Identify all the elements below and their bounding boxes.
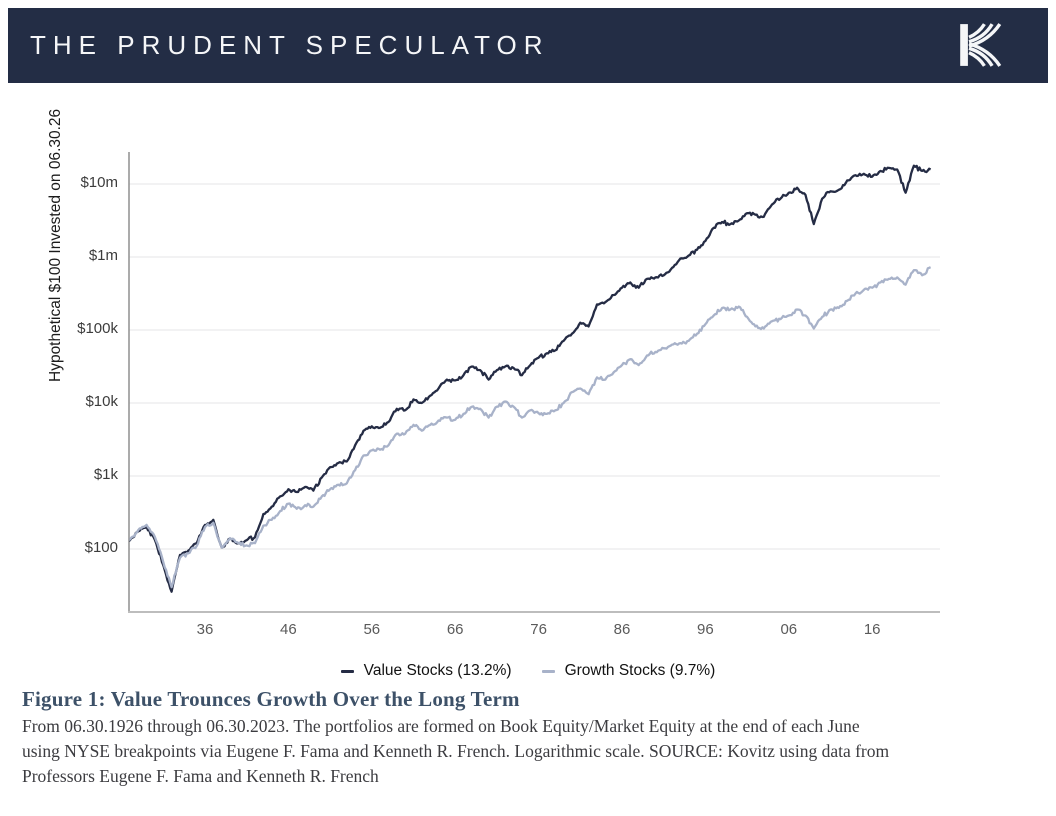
x-tick-label: 16 [863, 621, 881, 638]
x-tick-label: 56 [363, 621, 381, 638]
x-tick-label: 76 [530, 621, 547, 638]
y-tick-label: $100k [77, 320, 118, 337]
y-tick-label: $1m [88, 247, 118, 264]
x-tick-label: 06 [780, 621, 798, 638]
header-bar: THE PRUDENT SPECULATOR [8, 8, 1048, 83]
y-tick-label: $1k [93, 466, 118, 483]
kovitz-k-logo [960, 23, 1002, 67]
legend-label: Growth Stocks (9.7%) [564, 662, 716, 679]
legend-item-growth-stocks: Growth Stocks (9.7%) [541, 662, 716, 680]
caption-line: using NYSE breakpoints via Eugene F. Fam… [22, 741, 890, 761]
y-tick-label: $10m [80, 174, 118, 191]
growth-line-swatch [541, 669, 555, 673]
legend-label: Value Stocks (13.2%) [363, 662, 512, 679]
figure-caption: From 06.30.1926 through 06.30.2023. The … [22, 714, 962, 789]
x-tick-label: 86 [613, 621, 631, 638]
caption-line: Professors Eugene F. Fama and Kenneth R.… [22, 766, 379, 786]
y-tick-label: $100 [84, 539, 118, 556]
publication-title: THE PRUDENT SPECULATOR [30, 30, 550, 60]
chart-legend: Value Stocks (13.2%) Growth Stocks (9.7%… [0, 662, 1056, 680]
x-tick-label: 46 [280, 621, 297, 638]
value-line-swatch [340, 669, 354, 673]
x-tick-label: 96 [697, 621, 714, 638]
caption-line: From 06.30.1926 through 06.30.2023. The … [22, 716, 860, 736]
legend-item-value-stocks: Value Stocks (13.2%) [340, 662, 512, 680]
figure-title: Figure 1: Value Trounces Growth Over the… [22, 687, 520, 711]
y-tick-label: $10k [85, 393, 118, 410]
x-tick-label: 36 [196, 621, 214, 638]
x-tick-label: 66 [446, 621, 464, 638]
